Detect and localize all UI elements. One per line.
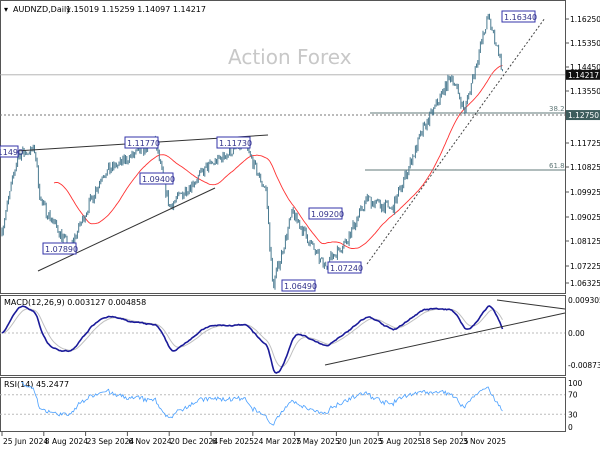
macd-line	[1, 305, 504, 374]
swing-label: 1.06490	[284, 282, 317, 291]
date-tick-label: 25 Jun 2024	[3, 437, 48, 446]
rsi-panel	[0, 377, 566, 432]
swing-label-box	[501, 10, 536, 23]
level-price-tag	[566, 110, 600, 121]
swing-label: 1.07890	[45, 245, 78, 254]
price-tick-label: 1.08125	[570, 237, 600, 246]
lower-trendline	[37, 187, 216, 272]
fib-trendline	[366, 17, 546, 265]
swing-label: 1.09400	[142, 175, 175, 184]
swing-label: 1.11490	[0, 148, 23, 157]
moving-average-line	[53, 65, 503, 249]
price-tick-label: 1.09025	[570, 213, 600, 222]
swing-label: 1.07240	[330, 264, 363, 273]
rsi-line	[21, 382, 503, 426]
price-tick-label: 1.11725	[570, 139, 600, 148]
rsi-tick-label: 100	[568, 379, 583, 388]
fib-label: 38.2	[549, 105, 565, 113]
date-tick-label: 24 Mar 2025	[254, 437, 302, 446]
swing-label-box	[42, 242, 77, 255]
macd-tick-label: -0.008737	[568, 361, 600, 370]
rsi-tick-label: 30	[568, 410, 578, 419]
swing-label: 1.16340	[504, 13, 537, 22]
macd-label: MACD(12,26,9) 0.003127 0.004858	[4, 298, 146, 307]
date-tick-label: 20 Jun 2025	[337, 437, 382, 446]
swing-label-box	[327, 261, 362, 274]
price-tick-label: 1.10825	[570, 163, 600, 172]
current-price-tag	[566, 69, 600, 80]
watermark: Action Forex	[228, 45, 352, 69]
date-tick-label: 23 Sep 2024	[87, 437, 135, 446]
fib-label: 61.8	[549, 162, 565, 170]
swing-label: 1.09200	[311, 210, 344, 219]
swing-label-box	[216, 136, 251, 149]
swing-label: 1.11730	[219, 139, 252, 148]
date-tick-label: 6 Nov 2024	[128, 437, 171, 446]
date-tick-label: 18 Sep 2025	[421, 437, 469, 446]
date-tick-label: 5 Aug 2025	[379, 437, 422, 446]
swing-label-box	[281, 279, 316, 292]
date-tick-label: 20 Dec 2024	[170, 437, 218, 446]
ohlc-label: 1.15019 1.15259 1.14097 1.14217	[66, 5, 206, 14]
price-tick-label: 1.09925	[570, 188, 600, 197]
price-tick-label: 1.07225	[570, 262, 600, 271]
price-tick-label: 1.14450	[570, 63, 600, 72]
current-price-label: 1.14217	[568, 71, 599, 80]
level-price-label: 1.12750	[568, 111, 599, 120]
dropdown-triangle-icon[interactable]: ▾	[4, 5, 8, 14]
price-tick-label: 1.06325	[570, 279, 600, 288]
swing-label-box	[0, 145, 19, 158]
symbol-label: AUDNZD,Daily	[13, 5, 71, 14]
swing-label-box	[139, 172, 174, 185]
swing-label: 1.11770	[127, 139, 160, 148]
rsi-tick-label: 70	[568, 391, 578, 400]
macd-upper-trendline	[496, 299, 566, 310]
price-tick-label: 1.13550	[570, 87, 600, 96]
date-tick-label: 8 Aug 2024	[45, 437, 88, 446]
price-tick-label: 1.16250	[570, 15, 600, 24]
price-tick-label: 1.15350	[570, 39, 600, 48]
macd-panel	[0, 295, 566, 376]
date-tick-label: 6 Feb 2025	[212, 437, 254, 446]
date-tick-label: 7 May 2025	[296, 437, 340, 446]
swing-label-box	[124, 136, 159, 149]
rsi-label: RSI(14) 45.2477	[4, 380, 69, 389]
macd-signal-line	[1, 308, 503, 368]
macd-lower-trendline	[324, 312, 566, 366]
date-tick-label: 3 Nov 2025	[463, 437, 506, 446]
macd-tick-label: 0.009305	[568, 296, 600, 305]
rsi-tick-label: 0	[568, 423, 573, 432]
swing-label-box	[308, 207, 343, 220]
macd-tick-label: 0.00	[568, 329, 585, 338]
